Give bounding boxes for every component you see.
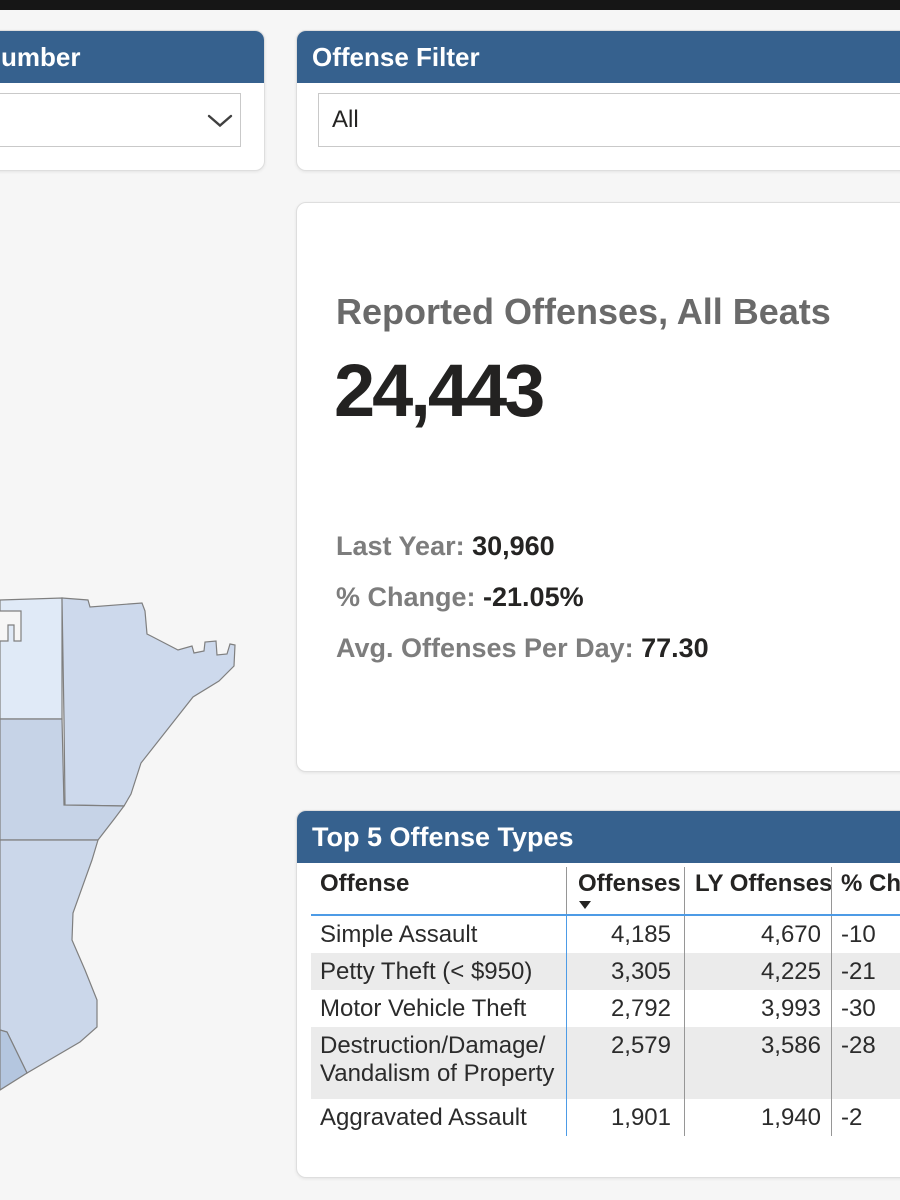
kpi-stat-line: Avg. Offenses Per Day: 77.30 [336, 623, 709, 674]
map-beat-polygon[interactable] [0, 1029, 28, 1091]
beat-number-dropdown[interactable] [0, 93, 241, 147]
cell-offenses: 1,901 [610, 1104, 671, 1131]
cell-offense: Motor Vehicle Theft [320, 995, 527, 1022]
offense-table-header-row: Offense Offenses LY Offenses % Cha [311, 863, 900, 916]
offense-filter-dropdown[interactable]: All [318, 93, 900, 147]
cell-ly-offenses: 4,670 [760, 921, 821, 948]
cell-offenses: 4,185 [610, 921, 671, 948]
beat-number-slicer-header: umber [0, 31, 264, 83]
top-offense-types-title: Top 5 Offense Types [312, 821, 574, 852]
offense-filter-card: Offense Filter All [296, 30, 900, 171]
cell-pct-change: -21 [841, 958, 876, 985]
cell-pct-change: -28 [841, 1032, 876, 1059]
table-row[interactable]: Simple Assault 4,185 4,670 -10 [311, 916, 900, 953]
column-divider [684, 916, 685, 1136]
offense-filter-dropdown-value: All [332, 106, 359, 133]
table-row[interactable]: Motor Vehicle Theft 2,792 3,993 -30 [311, 990, 900, 1027]
kpi-stat-line: % Change: -21.05% [336, 572, 709, 623]
reported-offenses-kpi-card: Reported Offenses, All Beats 24,443 Last… [296, 202, 900, 772]
beat-number-slicer-card: umber [0, 30, 265, 171]
offense-table: Offense Offenses LY Offenses % Cha Simpl… [311, 863, 900, 1136]
cell-ly-offenses: 1,940 [760, 1104, 821, 1131]
top-black-bar [0, 0, 900, 10]
cell-offenses: 2,792 [610, 995, 671, 1022]
cell-offenses: 2,579 [610, 1032, 671, 1059]
top-offense-types-header: Top 5 Offense Types [297, 811, 900, 863]
kpi-stat-line: Last Year: 30,960 [336, 521, 709, 572]
cell-offense: Simple Assault [320, 921, 478, 948]
cell-pct-change: -30 [841, 995, 876, 1022]
column-divider [831, 867, 832, 914]
offense-filter-header: Offense Filter [297, 31, 900, 83]
kpi-stat-value: 77.30 [641, 633, 709, 663]
kpi-stat-value: -21.05% [483, 582, 584, 612]
cell-pct-change: -10 [841, 921, 876, 948]
chevron-down-icon [207, 114, 233, 128]
column-header-pct-change[interactable]: % Cha [841, 870, 900, 897]
column-divider-sorted [566, 916, 567, 1136]
kpi-stat-label: % Change: [336, 582, 476, 612]
table-row[interactable]: Destruction/Damage/ Vandalism of Propert… [311, 1027, 900, 1099]
kpi-stat-label: Avg. Offenses Per Day: [336, 633, 634, 663]
column-divider [831, 916, 832, 1136]
map-beat-polygon[interactable] [61, 597, 236, 807]
cell-ly-offenses: 3,586 [760, 1032, 821, 1059]
offense-table-body: Simple Assault 4,185 4,670 -10 Petty The… [311, 916, 900, 1136]
cell-ly-offenses: 3,993 [760, 995, 821, 1022]
kpi-stats: Last Year: 30,960 % Change: -21.05% Avg.… [336, 521, 709, 674]
kpi-title: Reported Offenses, All Beats [336, 291, 831, 332]
column-header-ly-offenses[interactable]: LY Offenses [695, 870, 833, 897]
column-divider [684, 867, 685, 914]
kpi-stat-value: 30,960 [472, 531, 555, 561]
offense-filter-title: Offense Filter [312, 41, 480, 72]
sort-descending-icon [579, 901, 591, 909]
column-header-offenses[interactable]: Offenses [578, 870, 681, 897]
beat-number-slicer-title: umber [1, 41, 81, 72]
column-header-offense[interactable]: Offense [320, 870, 410, 897]
kpi-stat-label: Last Year: [336, 531, 465, 561]
cell-offense: Destruction/Damage/ Vandalism of Propert… [320, 1032, 555, 1087]
column-divider [566, 867, 567, 914]
cell-pct-change: -2 [841, 1104, 863, 1131]
map-beat-polygon[interactable] [0, 839, 99, 1074]
table-row[interactable]: Aggravated Assault 1,901 1,940 -2 [311, 1099, 900, 1136]
table-row[interactable]: Petty Theft (< $950) 3,305 4,225 -21 [311, 953, 900, 990]
kpi-value: 24,443 [334, 349, 545, 432]
cell-ly-offenses: 4,225 [760, 958, 821, 985]
cell-offenses: 3,305 [610, 958, 671, 985]
cell-offense: Aggravated Assault [320, 1104, 527, 1131]
cell-offense: Petty Theft (< $950) [320, 958, 533, 985]
top-offense-types-card: Top 5 Offense Types Offense Offenses LY … [296, 810, 900, 1178]
beats-map [0, 597, 236, 1091]
map-beat-polygon[interactable] [0, 597, 63, 720]
